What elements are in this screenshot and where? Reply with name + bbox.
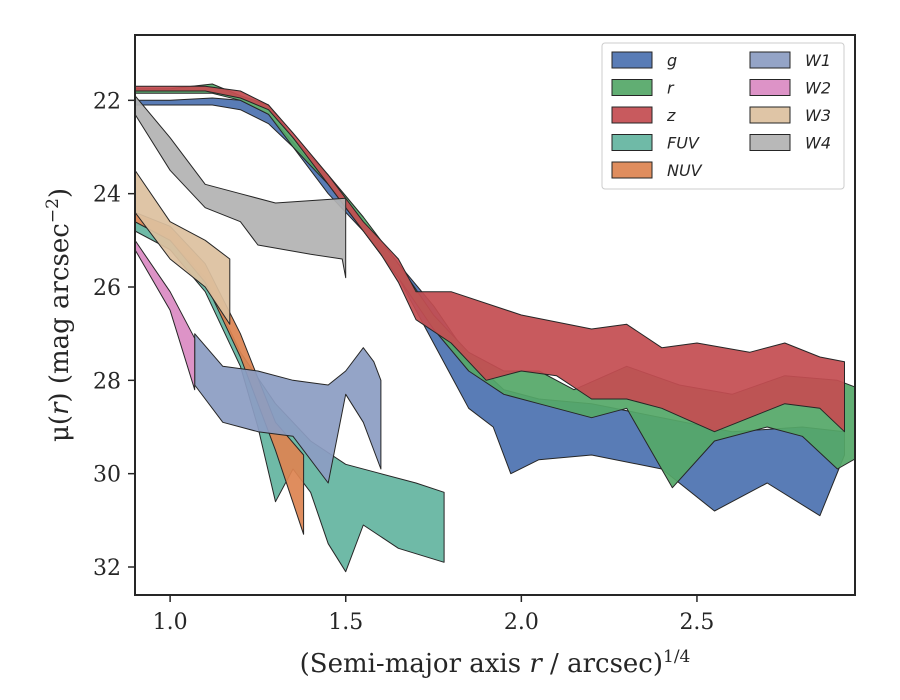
legend-label: W4 <box>805 134 831 153</box>
x-tick-label: 1.0 <box>153 610 188 635</box>
x-axis-label-prefix: (Semi-major axis <box>300 649 530 679</box>
legend-item-g: g <box>611 51 677 70</box>
x-tick-label: 2.0 <box>504 610 539 635</box>
ticks-layer: 1.0 1.5 2.0 2.5 22 24 26 28 30 32 <box>93 89 714 635</box>
legend-item-w4: W4 <box>749 134 831 153</box>
band-w1 <box>194 333 382 484</box>
legend: grz FUV NUV W1 W2 W3 W4 <box>601 42 845 190</box>
legend-label: FUV <box>667 134 700 153</box>
legend-swatch <box>611 51 653 69</box>
y-tick-label: 28 <box>93 369 121 394</box>
x-axis-label: (Semi-major axis r / arcsec)1/4 <box>300 647 691 679</box>
x-tick-label: 1.5 <box>328 610 363 635</box>
legend-item-w1: W1 <box>749 51 831 70</box>
y-tick-label: 30 <box>93 463 121 488</box>
y-axis-label-exponent: −2 <box>43 198 63 223</box>
y-tick-label: 26 <box>93 276 121 301</box>
plot-frame <box>134 34 856 596</box>
legend-swatch <box>611 134 653 151</box>
series-layer <box>135 83 855 573</box>
legend-item-w2: W2 <box>749 79 831 98</box>
x-axis-label-exponent: 1/4 <box>663 647 690 667</box>
y-axis-label-suffix: ) (mag arcsec <box>45 223 75 402</box>
legend-label: z <box>666 106 676 125</box>
legend-item-r: r <box>611 79 675 98</box>
legend-swatch <box>749 79 791 96</box>
y-axis-label-close: ) <box>45 188 75 198</box>
y-axis-label-var: r <box>45 401 75 415</box>
legend-item-w3: W3 <box>749 106 831 125</box>
legend-swatch <box>611 106 653 124</box>
legend-label: g <box>667 51 677 70</box>
legend-item-fuv: FUV <box>611 134 700 153</box>
y-tick-label: 22 <box>93 89 121 114</box>
legend-swatch <box>749 106 791 124</box>
y-tick-label: 24 <box>93 183 121 208</box>
x-tick-label: 2.5 <box>679 610 714 635</box>
y-axis-label: μ(r) (mag arcsec−2) <box>43 188 75 442</box>
legend-swatch <box>611 161 653 179</box>
y-axis-label-prefix: μ( <box>45 415 75 442</box>
legend-swatch <box>749 51 791 69</box>
x-axis-label-var: r <box>529 649 543 679</box>
legend-label: W2 <box>805 79 831 98</box>
band-w4 <box>135 95 347 279</box>
band-w3 <box>135 169 231 325</box>
legend-label: W1 <box>805 51 831 70</box>
legend-item-z: z <box>611 106 676 125</box>
legend-label: NUV <box>667 161 703 180</box>
legend-item-nuv: NUV <box>611 161 703 180</box>
band-w2 <box>135 239 196 391</box>
x-axis-label-suffix: / arcsec) <box>542 649 663 679</box>
legend-swatch <box>611 79 653 96</box>
legend-label: W3 <box>805 106 831 125</box>
y-tick-label: 32 <box>93 556 121 581</box>
legend-label: r <box>667 79 675 98</box>
legend-swatch <box>749 134 791 151</box>
